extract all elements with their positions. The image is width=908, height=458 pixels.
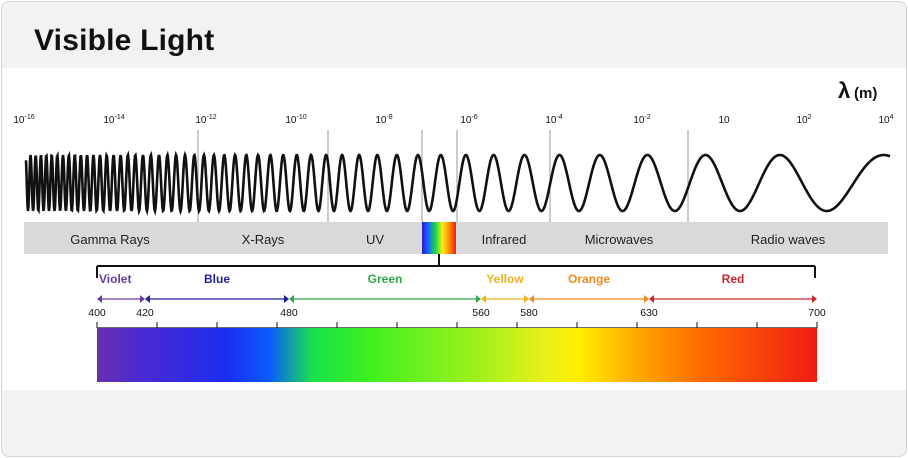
wavelength-tick-label: 10-10	[285, 114, 306, 126]
range-arrow-green	[289, 295, 481, 303]
wavelength-tick-label: 10-14	[103, 114, 124, 126]
wavelength-tick-label: 10-2	[633, 114, 650, 126]
visible-band-swatch	[422, 222, 456, 254]
range-arrow-yellow	[481, 295, 529, 303]
nm-label: 560	[472, 307, 490, 319]
nm-label: 700	[808, 307, 826, 319]
wavelength-tick-label: 10	[718, 115, 730, 126]
band-label: UV	[366, 232, 384, 247]
range-arrow-red	[649, 295, 817, 303]
nm-label: 580	[520, 307, 538, 319]
wave-path	[24, 150, 891, 216]
band-label: Infrared	[482, 232, 527, 247]
nm-label: 400	[88, 307, 106, 319]
visible-spectrum-gradient	[97, 328, 817, 382]
band-label: Radio waves	[751, 232, 826, 247]
band-label: Gamma Rays	[70, 232, 150, 247]
range-arrow-blue	[145, 295, 289, 303]
visible-color-labels: Violet Blue Green Yellow Orange Red	[99, 272, 744, 286]
band-labels: Gamma Rays X-Rays UV Infrared Microwaves Radi…	[70, 232, 825, 247]
nanometer-labels: 400 420 480 560 580 630 700	[88, 307, 826, 319]
wavelength-tick-label: 102	[796, 114, 811, 126]
color-label-red: Red	[722, 272, 745, 286]
lambda-symbol: λ	[838, 78, 850, 103]
wavelength-tick-labels: 10-16 10-14 10-12 10-10 10-8 10-6 10-4 10-2 10 10…	[13, 114, 893, 126]
wavelength-tick-label: 10-6	[460, 114, 477, 126]
nm-label: 420	[136, 307, 154, 319]
band-label: X-Rays	[242, 232, 285, 247]
wavelength-tick-label: 10-4	[545, 114, 562, 126]
visible-color-ranges	[97, 295, 817, 303]
color-label-orange: Orange	[568, 272, 610, 286]
color-label-violet: Violet	[99, 272, 131, 286]
range-arrow-violet	[97, 295, 145, 303]
lambda-unit: (m)	[854, 85, 877, 102]
nm-label: 630	[640, 307, 658, 319]
range-arrow-orange	[529, 295, 649, 303]
color-label-blue: Blue	[204, 272, 230, 286]
page-title: Visible Light	[34, 24, 215, 57]
visible-bracket	[96, 254, 816, 278]
wavelength-tick-label: 10-12	[195, 114, 216, 126]
wavelength-tick-label: 10-8	[375, 114, 392, 126]
band-label: Microwaves	[585, 232, 654, 247]
wavelength-tick-label: 104	[878, 114, 893, 126]
nm-label: 480	[280, 307, 298, 319]
color-label-green: Green	[368, 272, 403, 286]
nm-scale-ticks	[96, 322, 818, 328]
wavelength-tick-label: 10-16	[13, 114, 34, 126]
color-label-yellow: Yellow	[486, 272, 524, 286]
title-band: Visible Light	[2, 2, 906, 68]
